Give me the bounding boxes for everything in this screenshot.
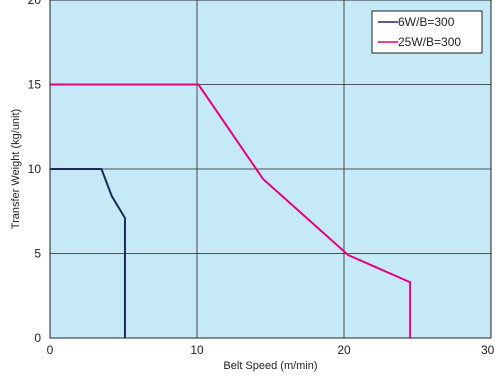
y-tick-label-5: 5 xyxy=(34,247,41,261)
x-tick-label-30: 30 xyxy=(481,343,495,357)
x-tick-labels: 0 10 20 30 xyxy=(47,343,495,357)
y-tick-label-10: 10 xyxy=(28,162,42,176)
legend-label-6w: 6W/B=300 xyxy=(398,15,455,29)
plot-frame xyxy=(49,0,492,339)
x-axis-label: Belt Speed (m/min) xyxy=(223,360,317,372)
series-line-1 xyxy=(50,83,412,338)
y-tick-label-0: 0 xyxy=(34,331,41,345)
x-tick-label-20: 20 xyxy=(337,343,351,357)
series-line-0 xyxy=(50,168,126,338)
legend: 6W/B=300 25W/B=300 xyxy=(371,10,483,54)
x-tick-label-10: 10 xyxy=(190,343,204,357)
y-tick-label-15: 15 xyxy=(28,78,42,92)
legend-box xyxy=(371,10,483,54)
y-axis-label: Transfer Weight (kg/unit) xyxy=(10,109,22,229)
legend-label-25w: 25W/B=300 xyxy=(398,35,461,49)
x-tick-label-0: 0 xyxy=(47,343,54,357)
y-tick-label-20: 20 xyxy=(28,0,42,7)
y-tick-labels: 0 5 10 15 20 xyxy=(28,0,42,345)
series-layer xyxy=(50,83,412,338)
